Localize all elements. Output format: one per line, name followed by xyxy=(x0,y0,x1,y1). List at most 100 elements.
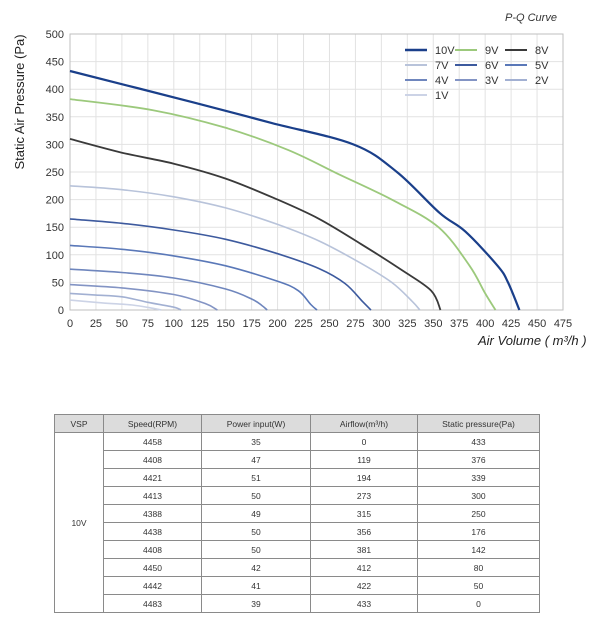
col-header-speed: Speed(RPM) xyxy=(103,414,202,433)
x-axis-ticks: 0 25 50 75 100 125 150 175 200 225 250 275 300 325 350… xyxy=(67,318,572,330)
legend-label-7V: 7V xyxy=(435,60,449,72)
x-tick-label: 125 xyxy=(191,318,209,330)
airflow-cell: 356 xyxy=(310,522,418,541)
x-tick-label: 150 xyxy=(217,318,235,330)
col-header-pressure: Static pressure(Pa) xyxy=(417,414,540,433)
speed-cell: 4408 xyxy=(103,450,202,469)
table-row: 4442 41 422 50 xyxy=(55,576,540,595)
pressure-cell: 50 xyxy=(417,576,540,595)
power-cell: 51 xyxy=(201,468,311,487)
y-tick-label: 250 xyxy=(46,167,64,179)
airflow-cell: 273 xyxy=(310,486,418,505)
x-tick-label: 450 xyxy=(528,318,546,330)
series-lines xyxy=(69,69,521,311)
pressure-cell: 142 xyxy=(417,540,540,559)
x-tick-label: 325 xyxy=(398,318,416,330)
airflow-cell: 381 xyxy=(310,540,418,559)
x-tick-label: 75 xyxy=(142,318,154,330)
speed-cell: 4450 xyxy=(103,558,202,577)
airflow-cell: 315 xyxy=(310,504,418,523)
y-tick-label: 300 xyxy=(46,139,64,151)
series-line-1V xyxy=(69,299,162,311)
y-tick-label: 100 xyxy=(46,250,64,262)
series-line-8V xyxy=(69,138,442,311)
power-cell: 35 xyxy=(201,432,311,451)
y-tick-label: 500 xyxy=(46,29,64,41)
table-row: 4408 50 381 142 xyxy=(55,540,540,559)
power-cell: 39 xyxy=(201,594,311,613)
legend-label-4V: 4V xyxy=(435,75,449,87)
legend-label-9V: 9V xyxy=(485,45,499,57)
speed-cell: 4421 xyxy=(103,468,202,487)
series-line-4V xyxy=(69,268,268,311)
power-cell: 47 xyxy=(201,450,311,469)
pressure-cell: 176 xyxy=(417,522,540,541)
pressure-cell: 300 xyxy=(417,486,540,505)
table-header-row: VSP Speed(RPM) Power input(W) Airflow(m³… xyxy=(54,414,540,433)
series-line-5V xyxy=(69,244,318,311)
y-tick-label: 150 xyxy=(46,222,64,234)
table-row: 4450 42 412 80 xyxy=(55,558,540,577)
spec-table: VSP Speed(RPM) Power input(W) Airflow(m³… xyxy=(54,414,540,613)
grid-lines xyxy=(69,33,564,311)
x-tick-label: 350 xyxy=(424,318,442,330)
speed-cell: 4438 xyxy=(103,522,202,541)
y-tick-label: 50 xyxy=(52,277,64,289)
x-tick-label: 400 xyxy=(476,318,494,330)
x-tick-label: 100 xyxy=(165,318,183,330)
series-line-7V xyxy=(69,185,421,311)
x-tick-label: 250 xyxy=(320,318,338,330)
chart-title: P-Q Curve xyxy=(505,12,557,24)
x-tick-label: 375 xyxy=(450,318,468,330)
legend-label-2V: 2V xyxy=(535,75,549,87)
legend-label-5V: 5V xyxy=(535,60,549,72)
series-line-3V xyxy=(69,283,218,311)
col-header-vsp: VSP xyxy=(54,414,104,433)
legend-label-3V: 3V xyxy=(485,75,499,87)
series-line-6V xyxy=(69,218,372,311)
pressure-cell: 0 xyxy=(417,594,540,613)
speed-cell: 4458 xyxy=(103,432,202,451)
pressure-cell: 339 xyxy=(417,468,540,487)
pressure-cell: 250 xyxy=(417,504,540,523)
x-tick-label: 300 xyxy=(372,318,390,330)
legend: 10V 9V 8V 7V 6V 5V 4V 3V 2V 1V xyxy=(405,45,549,102)
table-row: 4421 51 194 339 xyxy=(55,468,540,487)
y-tick-label: 450 xyxy=(46,57,64,69)
table-row: 10V 4458 35 0 433 xyxy=(54,432,540,613)
legend-label-8V: 8V xyxy=(535,45,549,57)
x-tick-label: 225 xyxy=(294,318,312,330)
y-tick-label: 400 xyxy=(46,84,64,96)
y-tick-label: 200 xyxy=(46,195,64,207)
col-header-airflow: Airflow(m³/h) xyxy=(310,414,418,433)
col-header-power: Power input(W) xyxy=(201,414,311,433)
airflow-cell: 194 xyxy=(310,468,418,487)
x-tick-label: 275 xyxy=(346,318,364,330)
speed-cell: 4483 xyxy=(103,594,202,613)
x-tick-label: 175 xyxy=(242,318,260,330)
power-cell: 42 xyxy=(201,558,311,577)
legend-label-6V: 6V xyxy=(485,60,499,72)
pressure-cell: 433 xyxy=(417,432,540,451)
x-axis-title: Air Volume ( m³/h ) xyxy=(477,333,587,348)
y-axis-title: Static Air Pressure (Pa) xyxy=(12,34,27,169)
x-tick-label: 475 xyxy=(554,318,572,330)
x-tick-label: 200 xyxy=(268,318,286,330)
airflow-cell: 412 xyxy=(310,558,418,577)
series-line-9V xyxy=(69,98,497,311)
series-line-2V xyxy=(69,292,182,311)
pq-curve-chart: 0 25 50 75 100 125 150 175 200 225 250 275 300 325 350… xyxy=(12,12,587,348)
power-cell: 50 xyxy=(201,486,311,505)
x-tick-label: 50 xyxy=(116,318,128,330)
series-line-10V xyxy=(69,69,521,311)
pressure-cell: 376 xyxy=(417,450,540,469)
speed-cell: 4413 xyxy=(103,486,202,505)
legend-label-1V: 1V xyxy=(435,90,449,102)
power-cell: 50 xyxy=(201,540,311,559)
airflow-cell: 119 xyxy=(310,450,418,469)
pressure-cell: 80 xyxy=(417,558,540,577)
speed-cell: 4442 xyxy=(103,576,202,595)
table-row: 4483 39 433 0 xyxy=(55,594,540,613)
x-tick-label: 0 xyxy=(67,318,73,330)
power-cell: 50 xyxy=(201,522,311,541)
